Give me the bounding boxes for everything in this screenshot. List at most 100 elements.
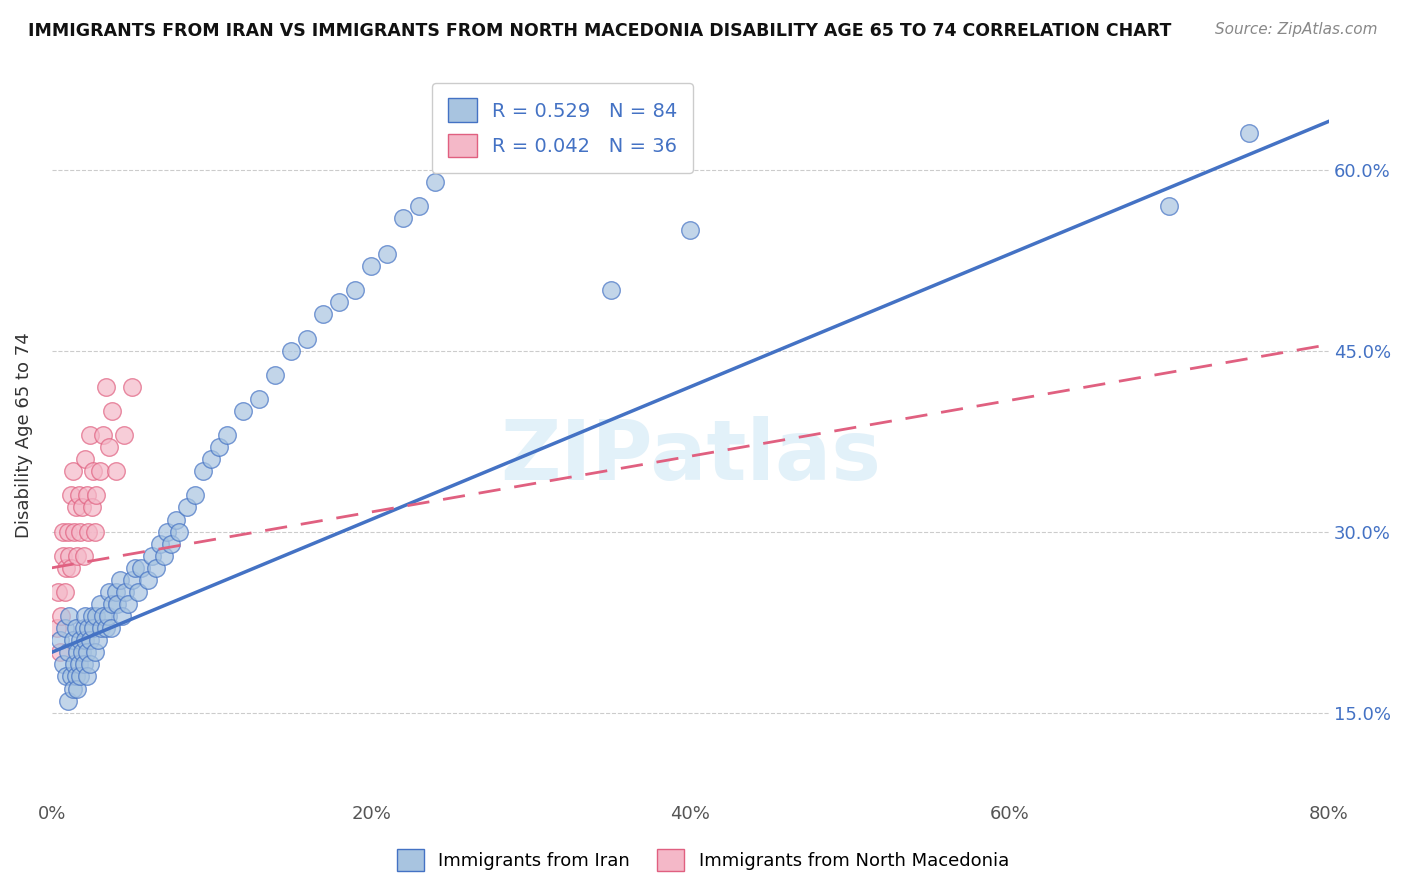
Point — [94, 380, 117, 394]
Point — [82, 464, 104, 478]
Point — [280, 343, 302, 358]
Point — [65, 500, 87, 515]
Point — [70, 645, 93, 659]
Point — [1159, 199, 1181, 213]
Point — [59, 488, 82, 502]
Point — [90, 621, 112, 635]
Point — [53, 585, 76, 599]
Point — [55, 669, 77, 683]
Point — [59, 561, 82, 575]
Point — [408, 199, 430, 213]
Point — [56, 645, 79, 659]
Legend: R = 0.529   N = 84, R = 0.042   N = 36: R = 0.529 N = 84, R = 0.042 N = 36 — [432, 83, 693, 173]
Point — [69, 524, 91, 539]
Point — [89, 597, 111, 611]
Point — [344, 283, 367, 297]
Point — [86, 488, 108, 502]
Point — [114, 585, 136, 599]
Point — [141, 549, 163, 563]
Legend: Immigrants from Iran, Immigrants from North Macedonia: Immigrants from Iran, Immigrants from No… — [389, 842, 1017, 879]
Point — [65, 621, 87, 635]
Point — [100, 621, 122, 635]
Point — [145, 561, 167, 575]
Point — [152, 549, 174, 563]
Point — [91, 428, 114, 442]
Point — [121, 573, 143, 587]
Point — [97, 609, 120, 624]
Point — [62, 681, 84, 696]
Point — [62, 464, 84, 478]
Point — [75, 633, 97, 648]
Point — [52, 657, 75, 672]
Point — [65, 669, 87, 683]
Point — [87, 633, 110, 648]
Point — [52, 524, 75, 539]
Point — [232, 404, 254, 418]
Point — [184, 488, 207, 502]
Point — [73, 549, 96, 563]
Point — [169, 524, 191, 539]
Point — [48, 633, 70, 648]
Point — [193, 464, 215, 478]
Point — [69, 669, 91, 683]
Point — [62, 633, 84, 648]
Point — [75, 609, 97, 624]
Point — [264, 368, 287, 382]
Point — [79, 633, 101, 648]
Text: IMMIGRANTS FROM IRAN VS IMMIGRANTS FROM NORTH MACEDONIA DISABILITY AGE 65 TO 74 : IMMIGRANTS FROM IRAN VS IMMIGRANTS FROM … — [28, 22, 1171, 40]
Point — [79, 657, 101, 672]
Point — [63, 657, 86, 672]
Point — [149, 537, 172, 551]
Point — [66, 549, 89, 563]
Point — [200, 452, 222, 467]
Point — [328, 295, 350, 310]
Point — [360, 259, 382, 273]
Point — [80, 500, 103, 515]
Point — [66, 645, 89, 659]
Point — [105, 597, 128, 611]
Point — [79, 428, 101, 442]
Point — [599, 283, 621, 297]
Point — [94, 621, 117, 635]
Point — [56, 693, 79, 707]
Point — [77, 621, 100, 635]
Point — [124, 561, 146, 575]
Y-axis label: Disability Age 65 to 74: Disability Age 65 to 74 — [15, 332, 32, 538]
Point — [121, 380, 143, 394]
Point — [75, 452, 97, 467]
Point — [69, 633, 91, 648]
Point — [1237, 126, 1260, 140]
Point — [58, 549, 80, 563]
Point — [117, 597, 139, 611]
Point — [70, 500, 93, 515]
Point — [67, 488, 90, 502]
Point — [89, 464, 111, 478]
Point — [208, 440, 231, 454]
Point — [101, 404, 124, 418]
Point — [110, 573, 132, 587]
Point — [111, 609, 134, 624]
Point — [112, 428, 135, 442]
Point — [136, 573, 159, 587]
Point — [440, 151, 463, 165]
Point — [76, 669, 98, 683]
Point — [55, 561, 77, 575]
Point — [66, 681, 89, 696]
Point — [56, 524, 79, 539]
Point — [67, 657, 90, 672]
Point — [82, 621, 104, 635]
Point — [104, 464, 127, 478]
Point — [73, 621, 96, 635]
Point — [63, 524, 86, 539]
Point — [165, 512, 187, 526]
Point — [58, 609, 80, 624]
Point — [101, 597, 124, 611]
Point — [98, 585, 121, 599]
Point — [176, 500, 198, 515]
Point — [76, 488, 98, 502]
Point — [73, 657, 96, 672]
Text: Source: ZipAtlas.com: Source: ZipAtlas.com — [1215, 22, 1378, 37]
Point — [312, 307, 335, 321]
Point — [83, 524, 105, 539]
Point — [423, 175, 446, 189]
